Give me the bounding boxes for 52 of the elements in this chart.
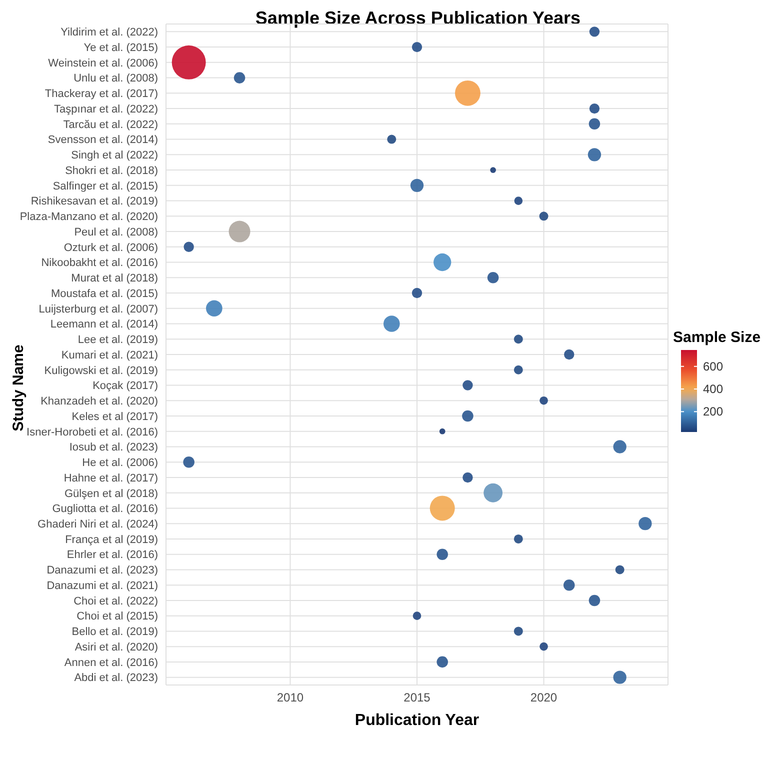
y-tick-label: Tarcău et al. (2022) [63, 118, 158, 131]
y-tick-label: Murat et al (2018) [71, 272, 158, 285]
y-tick-label: He et al. (2006) [82, 457, 158, 470]
y-tick-label: Ehrler et al. (2016) [66, 549, 158, 562]
y-tick-label: Leemann et al. (2014) [50, 318, 158, 331]
x-tick-label: 2010 [276, 690, 304, 705]
y-tick-label: Unlu et al. (2008) [74, 72, 158, 85]
y-tick-label: Yildirim et al. (2022) [60, 26, 158, 39]
y-tick-label: Rishikesavan et al. (2019) [30, 196, 158, 208]
y-tick-label: França et al (2019) [65, 534, 158, 546]
y-tick-label: Nikoobakht et al. (2016) [41, 257, 158, 270]
x-axis-title: Publication Year [354, 712, 480, 729]
y-tick-label: Moustafa et al. (2015) [50, 288, 158, 300]
x-tick-label: 2015 [404, 690, 431, 705]
y-tick-label: Kuligowski et al. (2019) [44, 364, 158, 377]
color-bar-title: Sample Size [673, 329, 761, 346]
y-tick-label: Iosub et al. (2023) [69, 442, 158, 454]
y-tick-label: Gugliotta et al. (2016) [52, 503, 158, 516]
y-tick-label: Danazumi et al. (2023) [46, 564, 158, 577]
y-tick-label: Ye et al. (2015) [84, 42, 158, 54]
y-tick-label: Keles et al (2017) [72, 410, 158, 423]
y-tick-label: Svensson et al. (2014) [48, 134, 158, 146]
y-tick-label: Shokri et al. (2018) [65, 164, 158, 177]
y-tick-label: Ozturk et al. (2006) [64, 242, 158, 254]
y-tick-label: Singh et al (2022) [71, 150, 158, 162]
y-tick-label: Luijsterburg et al. (2007) [38, 303, 158, 316]
y-tick-label: Gülşen et al (2018) [64, 488, 158, 500]
y-tick-label: Weinstein et al. (2006) [48, 57, 158, 70]
y-tick-label: Choi et al (2015) [76, 610, 158, 623]
y-tick-label: Isner-Horobeti et al. (2016) [26, 426, 158, 438]
y-tick-label: Hahne et al. (2017) [64, 472, 158, 484]
y-tick-label: Thackeray et al. (2017) [44, 88, 158, 100]
y-tick-label: Choi et al. (2022) [74, 595, 158, 608]
y-axis-title: Study Name [10, 344, 27, 432]
y-tick-label: Koçak (2017) [92, 380, 158, 392]
y-tick-label: Lee et al. (2019) [78, 334, 158, 346]
color-bar-label: 200 [703, 404, 724, 419]
y-tick-label: Salfinger et al. (2015) [52, 180, 158, 192]
y-tick-label: Danazumi et al. (2021) [46, 580, 158, 592]
y-tick-label: Abdi et al. (2023) [74, 672, 158, 684]
y-tick-label: Annen et al. (2016) [64, 656, 158, 669]
color-bar-label: 400 [703, 382, 724, 396]
color-bar-label: 600 [703, 359, 724, 374]
y-tick-label: Bello et al. (2019) [72, 626, 158, 638]
y-tick-label: Peul et al. (2008) [74, 226, 158, 238]
x-tick-label: 2020 [530, 690, 558, 705]
y-tick-label: Ghaderi Niri et al. (2024) [38, 518, 158, 530]
y-tick-label: Asiri et al. (2020) [74, 641, 158, 654]
y-tick-label: Kumari et al. (2021) [61, 349, 158, 362]
y-tick-label: Khanzadeh et al. (2020) [40, 396, 158, 408]
y-tick-label: Taşpınar et al. (2022) [54, 103, 158, 116]
y-tick-label: Plaza-Manzano et al. (2020) [20, 211, 158, 224]
